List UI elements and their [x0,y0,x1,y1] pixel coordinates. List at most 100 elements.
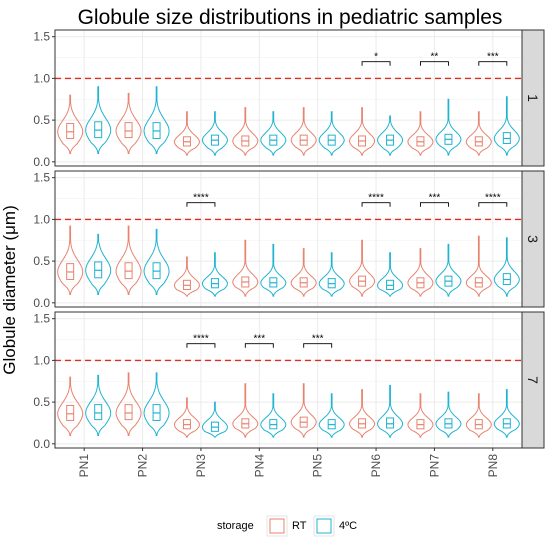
rt-pn6-violin [349,389,376,438]
y-tick-label: 0.5 [33,395,50,409]
rt-pn1-box [66,404,75,421]
significance-label: **** [193,334,209,345]
significance-label: *** [429,193,441,204]
rt-pn4-violin [232,107,259,156]
cold-pn2-violin [143,228,170,295]
significance-bracket [361,61,391,66]
significance-bracket [186,343,216,348]
rt-pn6-violin [349,107,376,156]
y-tick-label: 1.0 [33,353,50,367]
facet-strip [521,29,545,167]
significance-bracket [361,202,391,207]
x-tick-label-pn6: PN6 [369,454,383,478]
significance-bracket [419,202,449,207]
x-tick-label-pn7: PN7 [427,454,441,478]
cold-pn4-violin [260,243,287,297]
rt-pn7-violin [407,393,434,438]
rt-pn5-violin [290,383,317,438]
cold-pn1-violin [85,233,112,295]
cold-pn6-violin [377,384,404,438]
y-tick-label: 0.5 [33,113,50,127]
significance-label: **** [485,193,501,204]
rt-pn8-violin [465,235,492,297]
cold-pn8-violin [493,96,520,156]
rt-pn3-violin [173,111,200,156]
cold-pn4-violin [260,111,287,156]
cold-pn6-violin [377,115,404,156]
panel-3: **** **** *** ****0.00.51.01.53 [33,170,545,310]
facet-strip [521,170,545,308]
significance-label: *** [253,334,265,345]
x-tick-label-pn1: PN1 [77,454,91,478]
rt-pn2-box [124,122,133,139]
rt-pn3-violin [173,256,200,297]
y-tick-label: 0.0 [33,155,50,169]
significance-bracket [478,202,508,207]
significance-bracket [419,61,449,66]
cold-pn8-violin [493,389,520,438]
cold-pn2-violin [143,372,170,436]
panel-7: **** *** ***0.00.51.01.57 [33,311,545,451]
y-tick-label: 1.0 [33,71,50,85]
significance-label: **** [368,193,384,204]
y-axis-title: Globule diameter (μm) [0,205,19,374]
significance-label: *** [487,52,499,63]
rt-pn2-violin [115,92,142,154]
cold-pn5-violin [318,252,345,297]
cold-pn7-violin [435,98,462,156]
rt-pn2-violin [115,372,142,436]
significance-label: * [374,52,378,63]
rt-pn1-violin [57,94,84,154]
facet-strip [521,311,545,449]
legend: storage RT 4ºC [217,515,357,537]
significance-bracket [244,343,274,348]
cold-pn3-violin [201,252,228,297]
significance-bracket [186,202,216,207]
rt-pn5-violin [290,107,317,156]
rt-pn2-violin [115,225,142,295]
legend-label-4c: 4ºC [339,520,357,532]
rt-pn2-box [124,404,133,421]
rt-pn4-violin [232,383,259,438]
significance-label: **** [193,193,209,204]
cold-pn3-violin [201,111,228,156]
rt-pn1-violin [57,225,84,295]
panel-background [55,312,522,448]
cold-pn6-box [386,417,395,429]
y-tick-label: 1.0 [33,212,50,226]
cold-pn2-violin [143,86,170,154]
cold-pn5-violin [318,393,345,438]
y-tick-label: 1.5 [33,30,50,44]
cold-pn8-violin [493,237,520,297]
cold-pn1-violin [85,86,112,154]
x-tick-label-pn5: PN5 [311,454,325,478]
rt-pn8-violin [465,111,492,156]
cold-pn7-violin [435,243,462,297]
facet-strip-label: 7 [525,376,541,384]
legend-title: storage [217,520,254,532]
x-tick-label-pn8: PN8 [486,454,500,478]
y-tick-label: 1.5 [33,171,50,185]
legend-label-rt: RT [292,520,307,532]
cold-pn3-violin [201,401,228,438]
x-axis: PN1 PN2 PN3 PN4 PN5 PN6 PN7 PN8 [77,448,500,477]
rt-pn7-violin [407,111,434,156]
legend-key-rt [266,515,288,537]
cold-pn1-box [94,404,103,421]
panel-1: * ** ***0.00.51.01.51 [33,29,545,169]
significance-label: *** [312,334,324,345]
rt-pn3-violin [173,397,200,438]
rt-pn1-violin [57,376,84,436]
rt-pn4-violin [232,239,259,297]
cold-pn1-violin [85,374,112,436]
panels: * ** ***0.00.51.01.51**** **** *** ****0.00.5… [33,29,545,451]
rt-pn5-violin [290,248,317,297]
significance-label: ** [431,52,439,63]
rt-pn1-box [66,122,75,139]
y-tick-label: 0.5 [33,254,50,268]
rt-pn8-violin [465,393,492,438]
x-tick-label-pn3: PN3 [194,454,208,478]
legend-key-4c [313,515,335,537]
